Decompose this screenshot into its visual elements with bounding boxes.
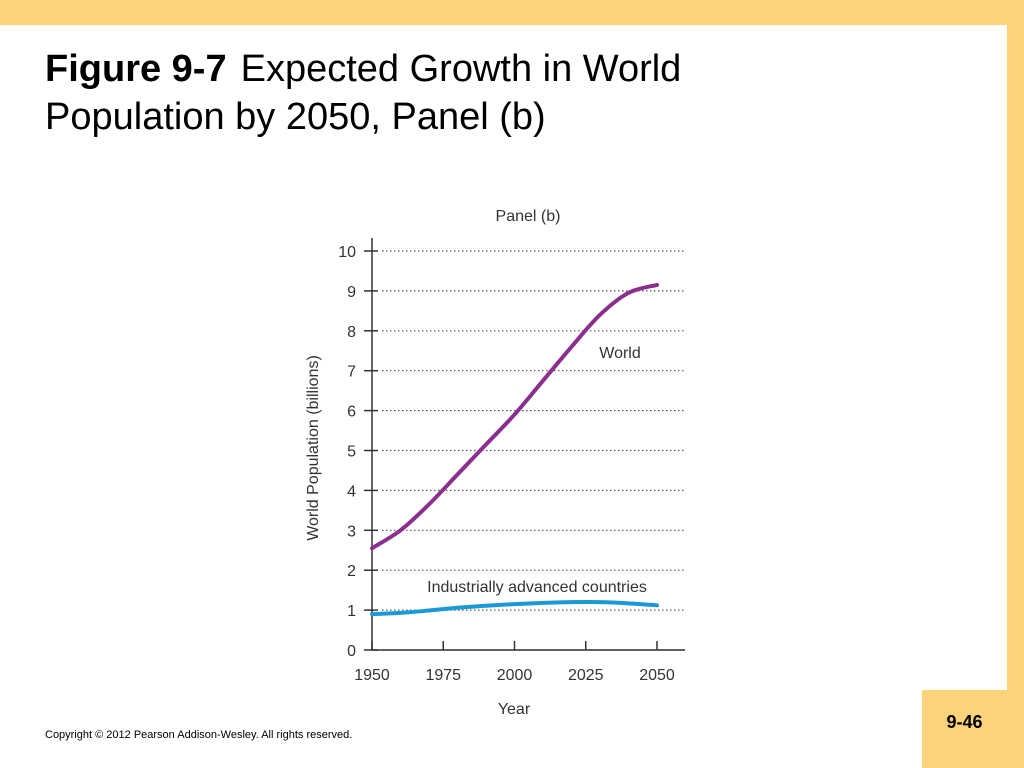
slide-title: Figure 9-7 Expected Growth in World Popul… xyxy=(45,45,865,141)
figure-label: Figure 9-7 xyxy=(45,48,227,90)
y-tick-label: 8 xyxy=(347,324,356,341)
y-tick-label: 3 xyxy=(347,523,356,540)
copyright: Copyright © 2012 Pearson Addison-Wesley.… xyxy=(45,729,353,741)
series-label: World xyxy=(599,345,641,362)
y-tick-label: 1 xyxy=(347,603,356,620)
x-axis-label: Year xyxy=(498,701,531,718)
x-tick-label: 1950 xyxy=(354,667,390,684)
y-tick-label: 6 xyxy=(347,404,356,421)
y-tick-label: 4 xyxy=(347,483,356,500)
right-bar xyxy=(1007,0,1024,768)
x-tick-label: 2025 xyxy=(568,667,604,684)
x-tick-label: 1975 xyxy=(425,667,461,684)
y-tick-label: 7 xyxy=(347,364,356,381)
y-tick-label: 5 xyxy=(347,444,356,461)
y-axis-label: World Population (billions) xyxy=(305,355,322,541)
y-tick-label: 10 xyxy=(338,244,356,261)
slide-number-box xyxy=(922,690,1007,768)
series-line xyxy=(370,599,659,617)
y-tick-label: 0 xyxy=(347,643,356,660)
title-text: Expected Growth in World Population by 2… xyxy=(45,48,682,138)
chart-title: Panel (b) xyxy=(496,208,561,225)
y-tick-label: 9 xyxy=(347,284,356,301)
x-tick-label: 2050 xyxy=(639,667,675,684)
series-label: Industrially advanced countries xyxy=(427,579,647,596)
y-tick-label: 2 xyxy=(347,563,356,580)
slide-number: 9-46 xyxy=(946,712,983,732)
series-line xyxy=(370,282,659,551)
x-tick-label: 2000 xyxy=(497,667,533,684)
top-bar xyxy=(0,0,1024,25)
